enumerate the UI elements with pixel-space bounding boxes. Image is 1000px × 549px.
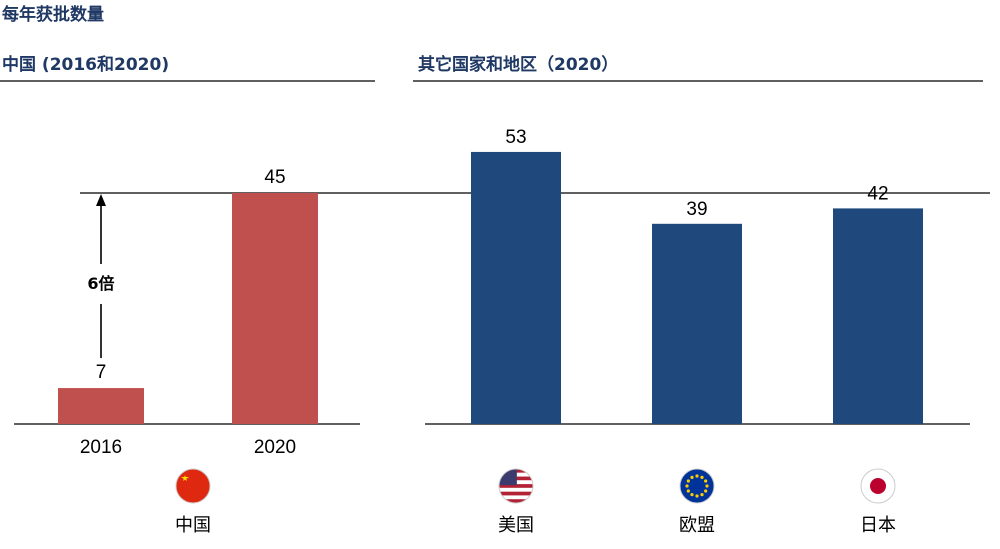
china-panel-title: 中国 (2016和2020)	[2, 54, 169, 75]
value-label-日本: 42	[867, 183, 888, 204]
growth-annotation: 6倍	[87, 274, 114, 293]
value-label-欧盟: 39	[686, 199, 707, 220]
usa-flag	[499, 469, 533, 503]
bar-china-2020	[232, 193, 318, 424]
value-label-美国: 53	[505, 127, 526, 148]
japan-flag-border	[860, 468, 896, 504]
bar-欧盟	[652, 223, 742, 424]
eu-flag	[680, 469, 714, 503]
value-label-china-2020: 45	[264, 167, 285, 188]
china-flag-border	[175, 468, 211, 504]
eu-flag-border	[679, 468, 715, 504]
region-label-欧盟: 欧盟	[679, 515, 715, 536]
value-label-china-2016: 7	[96, 362, 107, 383]
chart-marks: 7 2016 45 2020 6倍 53 39 42 中国 美国 欧盟 日本	[14, 127, 990, 536]
bar-美国	[471, 151, 561, 424]
bar-日本	[833, 208, 923, 424]
tick-label-2020: 2020	[254, 437, 296, 458]
growth-arrow-head	[96, 194, 106, 206]
usa-flag-border	[498, 468, 534, 504]
bar-china-2016	[58, 388, 144, 424]
chart-title: 每年获批数量	[2, 4, 104, 25]
region-label-日本: 日本	[860, 515, 896, 536]
region-label-china: 中国	[175, 515, 211, 536]
china-flag	[176, 469, 210, 503]
other-panel-title: 其它国家和地区（2020）	[418, 54, 618, 75]
region-label-美国: 美国	[498, 515, 534, 536]
tick-label-2016: 2016	[80, 437, 122, 458]
japan-flag	[861, 469, 895, 503]
